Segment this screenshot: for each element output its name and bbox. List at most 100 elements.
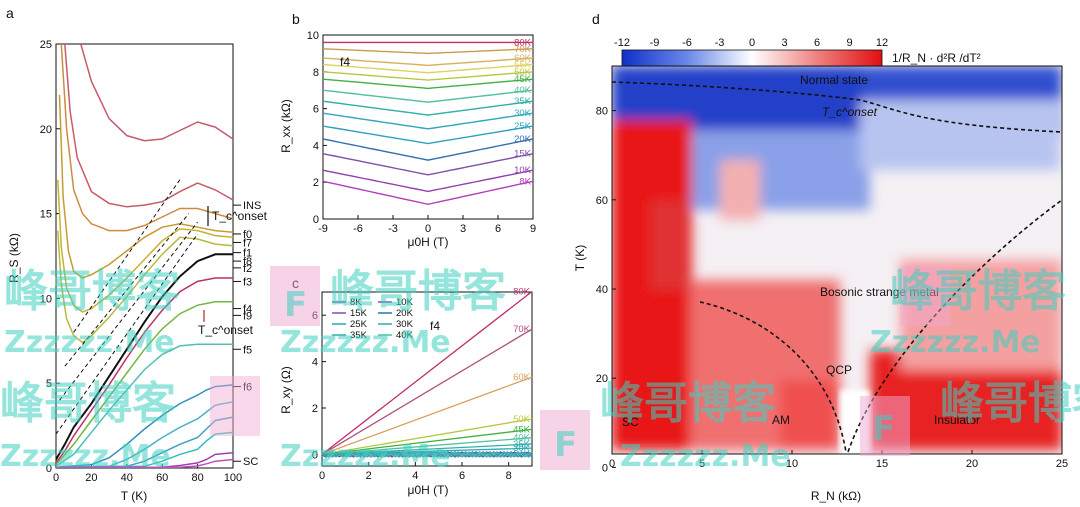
colorbar-tick-label: -6 [682, 37, 692, 49]
rs-curve-10 [56, 384, 233, 468]
panel-d-xtick-label: 5 [699, 458, 705, 470]
panel-a-xtick-label: 100 [224, 472, 242, 484]
rxx-curve-40K [322, 89, 534, 103]
rxy-curve-50K [321, 418, 533, 456]
panel-a-xtick-label: 20 [85, 472, 97, 484]
panel-c-inner-label: f4 [430, 319, 440, 333]
panel-d-ytick-label: 0 [602, 462, 608, 474]
rxx-curve-35K [322, 100, 534, 116]
rxx-label-80K: 80K [514, 37, 532, 48]
rs-curve-0 [80, 44, 233, 142]
region-normal-state: Normal state [800, 73, 868, 87]
panel-c-ytick-label: 4 [312, 357, 318, 369]
rxx-label-35K: 35K [514, 96, 532, 107]
watermark-en-6: Zzzzzz.Me [620, 439, 791, 474]
rxy-curve-70K [321, 328, 533, 455]
rs-curve-11 [56, 401, 233, 468]
panel-a-xtick-label: 80 [191, 472, 203, 484]
panel-d-xtick-label: 15 [876, 458, 888, 470]
panel-a-ytick-label: 20 [40, 124, 52, 136]
region-bsm: Bosonic strange metal [820, 285, 939, 299]
heatmap [612, 66, 1062, 454]
panel-a-ylabel: R_S (kΩ) [7, 233, 21, 283]
panel-b-ytick-label: 0 [313, 214, 319, 226]
guide-line-1 [64, 213, 190, 367]
rs-curve-2 [60, 44, 233, 232]
curve-label: f3 [243, 276, 252, 288]
rs-curve-15 [56, 458, 233, 468]
rxy-curve-30K [321, 447, 533, 456]
panel-d-ytick-label: 40 [596, 284, 608, 296]
panel-c-xtick-label: 6 [459, 470, 465, 482]
panel-a-guide-lines [56, 179, 199, 435]
panel-c-xtick-label: 2 [366, 470, 372, 482]
panel-b-xtick-label: -3 [388, 223, 398, 235]
panel-b-xtick-label: 0 [425, 223, 431, 235]
rxx-label-70K: 70K [514, 44, 532, 55]
rxx-label-20K: 20K [514, 134, 532, 145]
rxy-curve-40K [321, 437, 533, 456]
rxy-curve-45K [321, 428, 533, 456]
rxx-curve-8K [322, 180, 534, 206]
rxx-label-60K: 60K [514, 53, 532, 64]
panel-c-frame [321, 291, 533, 467]
watermark-en-2: Zzzzzz.Me [280, 325, 451, 360]
rs-curve-9 [56, 343, 233, 467]
rxy-label-40K: 40K [513, 433, 531, 444]
rxx-label-15K: 15K [514, 149, 532, 160]
legend-label-30K: 30K [396, 319, 414, 330]
curve-label: f0 [243, 229, 252, 241]
panel-c-xtick-label: 8 [506, 470, 512, 482]
rxx-curve-10K [322, 169, 534, 193]
region-sc: SC [622, 415, 639, 429]
region-insulator: Insulator [934, 413, 980, 427]
rs-curve-12 [56, 416, 233, 468]
rxx-curve-55K [322, 63, 534, 74]
curve-label: f9 [243, 310, 252, 322]
rxx-label-45K: 45K [514, 74, 532, 85]
colorbar-label: 1/R_N · d²R /dT² [892, 51, 981, 65]
colorbar-tick-label: -9 [650, 37, 660, 49]
curve-label: INS [243, 200, 261, 212]
panel-label-d: d [592, 11, 600, 27]
watermark-en-4: Zzzzzz.Me [0, 439, 171, 474]
legend-label-20K: 20K [396, 308, 414, 319]
panel-c-xlabel: μ0H (T) [408, 483, 449, 497]
panel-c-ylabel: R_xy (Ω) [279, 366, 293, 414]
legend-label-40K: 40K [396, 330, 414, 341]
watermark-letter-3: F [872, 409, 895, 449]
rs-curve-6 [56, 253, 233, 461]
guide-line-3 [56, 233, 199, 435]
region-am: AM [772, 413, 790, 427]
rxy-curve-35K [321, 443, 533, 456]
curve-label: f7 [243, 237, 252, 249]
guide-line-0 [73, 179, 181, 333]
rs-curve-7 [56, 277, 233, 464]
rxy-label-80K: 80K [513, 287, 531, 298]
panel-b-xtick-label: -6 [353, 223, 363, 235]
rxx-label-55K: 55K [514, 59, 532, 70]
panel-d-ytick-label: 80 [596, 106, 608, 118]
colorbar-tick-label: 3 [781, 37, 787, 49]
panel-c-legend: 8K 10K 15K 20K 25K 30K 35K 40K [332, 297, 414, 341]
onset-boundary [611, 81, 1063, 133]
panel-a-xtick-label: 60 [156, 472, 168, 484]
curve-label: f1 [243, 248, 252, 260]
rs-curve-1 [64, 44, 233, 208]
rxx-curve-50K [322, 71, 534, 81]
legend-label-15K: 15K [350, 308, 368, 319]
panel-b-ytick-label: 4 [313, 140, 319, 152]
panel-a-ytick-label: 5 [46, 378, 52, 390]
guide-line-2 [59, 221, 198, 401]
watermark-en-3: Zzzzzz.Me [870, 325, 1041, 360]
panel-b-ylabel: R_xx (kΩ) [279, 99, 293, 153]
watermark-en-5: Zzzzzz.Me [280, 439, 451, 474]
panel-a: a 0 20 40 60 80 100 0 5 10 15 20 25 INS f0f7f1f8f2f3… [6, 5, 268, 503]
watermark-cn-4: 峰哥博客 [0, 378, 176, 429]
panel-b-ticks: -9 -6 -3 0 3 6 9 0 2 4 6 8 10 [307, 30, 536, 235]
curve-label: f5 [243, 344, 252, 356]
panel-d-ytick-label: 60 [596, 195, 608, 207]
legend-label-25K: 25K [350, 319, 368, 330]
